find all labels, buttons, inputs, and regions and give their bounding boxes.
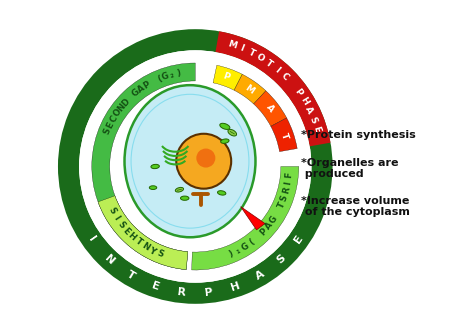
Text: S: S: [106, 206, 117, 216]
Text: E: E: [150, 281, 161, 293]
Text: O: O: [255, 52, 266, 64]
Text: (: (: [155, 74, 163, 84]
Ellipse shape: [218, 191, 226, 195]
Wedge shape: [98, 196, 188, 270]
Text: *Increase volume
 of the cytoplasm: *Increase volume of the cytoplasm: [301, 196, 410, 217]
Polygon shape: [241, 207, 265, 230]
Wedge shape: [92, 63, 195, 270]
Text: ₂: ₂: [169, 70, 175, 80]
Text: M: M: [243, 83, 256, 95]
Text: F: F: [285, 171, 294, 178]
Text: P: P: [292, 87, 304, 98]
Text: E: E: [105, 120, 116, 130]
Text: M: M: [227, 40, 238, 51]
Text: T: T: [264, 58, 274, 69]
Text: ): ): [227, 249, 234, 259]
Ellipse shape: [149, 186, 157, 189]
Circle shape: [196, 149, 215, 167]
Text: P: P: [258, 226, 269, 237]
Ellipse shape: [151, 165, 159, 168]
Text: G: G: [239, 241, 250, 253]
Wedge shape: [234, 74, 266, 104]
Text: G: G: [130, 87, 141, 99]
Text: A: A: [136, 83, 146, 95]
Text: A: A: [264, 103, 275, 114]
Text: *Protein synthesis: *Protein synthesis: [301, 130, 416, 140]
Wedge shape: [254, 91, 287, 126]
Text: N: N: [140, 241, 151, 252]
Text: I: I: [273, 65, 282, 74]
Text: P: P: [204, 287, 213, 298]
Text: S: S: [275, 253, 288, 266]
Ellipse shape: [221, 139, 229, 143]
Ellipse shape: [181, 196, 189, 200]
Text: T: T: [125, 269, 137, 282]
Text: N: N: [102, 253, 116, 266]
Text: I: I: [86, 235, 97, 244]
Circle shape: [176, 134, 231, 189]
Text: G: G: [268, 214, 279, 225]
Ellipse shape: [220, 123, 230, 130]
Text: ₁: ₁: [234, 246, 242, 256]
Ellipse shape: [125, 85, 255, 237]
Text: I: I: [284, 180, 293, 185]
Text: R: R: [282, 186, 292, 195]
Text: E: E: [293, 233, 305, 245]
Text: H: H: [127, 231, 137, 242]
Text: S: S: [279, 194, 290, 202]
Ellipse shape: [228, 130, 237, 136]
Text: C: C: [108, 114, 119, 124]
Text: S: S: [155, 249, 164, 259]
Text: T: T: [276, 201, 287, 210]
Text: T: T: [133, 237, 144, 247]
Text: I: I: [111, 214, 120, 222]
Text: I: I: [239, 44, 246, 54]
Wedge shape: [213, 65, 242, 90]
Text: C: C: [279, 71, 291, 82]
Text: O: O: [111, 108, 123, 119]
Text: G: G: [161, 71, 170, 82]
Text: D: D: [120, 97, 132, 108]
Text: Y: Y: [147, 245, 157, 256]
Text: H: H: [229, 281, 241, 293]
Text: E: E: [311, 125, 322, 134]
Text: ): ): [176, 69, 182, 78]
Text: P: P: [221, 72, 231, 83]
Text: P: P: [142, 80, 152, 91]
Wedge shape: [271, 118, 297, 152]
Wedge shape: [58, 29, 333, 304]
Text: A: A: [303, 105, 314, 116]
Text: H: H: [298, 96, 310, 107]
Text: R: R: [177, 287, 187, 298]
Text: T: T: [279, 131, 290, 140]
Ellipse shape: [175, 187, 183, 192]
Text: S: S: [115, 219, 126, 230]
Wedge shape: [79, 50, 311, 283]
Text: S: S: [102, 127, 113, 136]
Text: A: A: [254, 269, 266, 282]
Text: T: T: [246, 48, 256, 58]
Wedge shape: [191, 166, 299, 270]
Text: E: E: [121, 226, 131, 236]
Wedge shape: [216, 31, 330, 146]
Text: N: N: [116, 102, 127, 113]
Text: A: A: [263, 220, 274, 231]
Text: S: S: [308, 115, 319, 125]
Text: (: (: [247, 238, 256, 247]
Text: *Organelles are
 produced: *Organelles are produced: [301, 158, 399, 179]
